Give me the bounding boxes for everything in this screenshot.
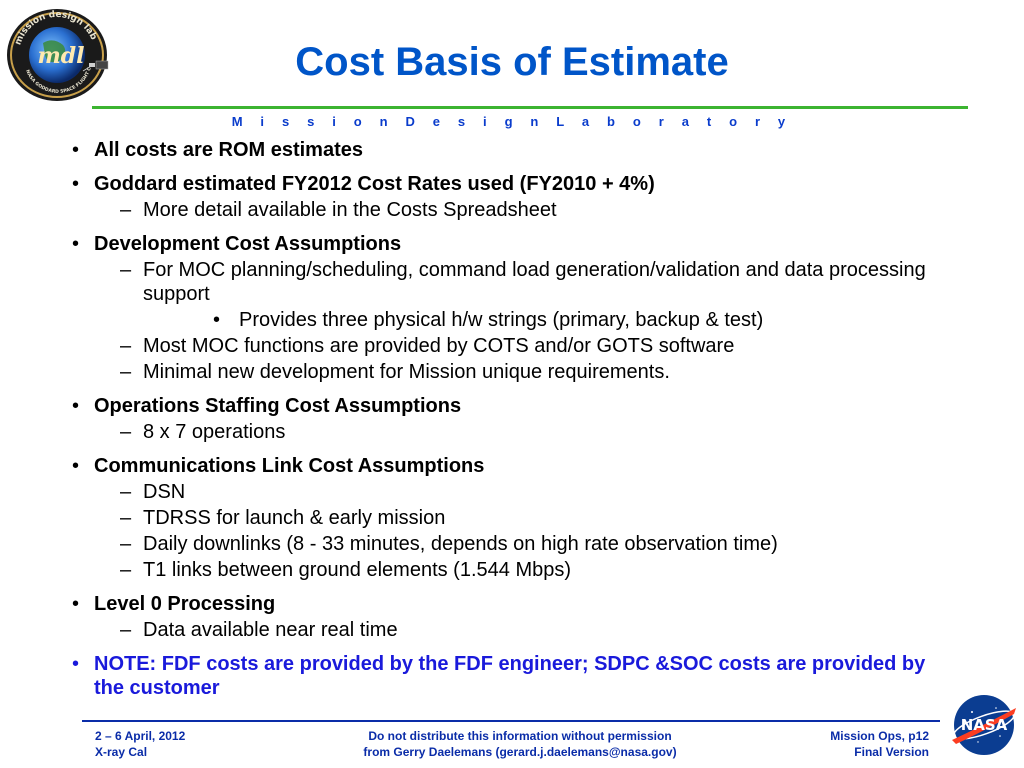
bullet-text: All costs are ROM estimates: [94, 139, 363, 161]
bullet-communications-link: Communications Link Cost Assumptions DSN…: [70, 454, 950, 582]
sub-sub-bullet-text: Provides three physical h/w strings (pri…: [239, 309, 764, 331]
footer-distribution-notice: Do not distribute this information witho…: [368, 729, 672, 743]
title-divider: [92, 106, 968, 109]
sub-bullet-text: T1 links between ground elements (1.544 …: [143, 559, 572, 581]
sub-bullet-text: Daily downlinks (8 - 33 minutes, depends…: [143, 533, 778, 555]
footer-project: X-ray Cal: [95, 745, 148, 759]
bullet-development-cost: Development Cost Assumptions For MOC pla…: [70, 232, 950, 384]
sub-bullet-text: More detail available in the Costs Sprea…: [143, 199, 557, 221]
footer-left: 2 – 6 April, 2012 X-ray Cal: [95, 728, 185, 760]
sub-bullet: TDRSS for launch & early mission: [94, 506, 950, 530]
lab-name: M i s s i o n D e s i g n L a b o r a t …: [231, 114, 793, 129]
sub-bullet-text: DSN: [143, 481, 186, 503]
bullet-list: All costs are ROM estimates Goddard esti…: [70, 138, 950, 700]
footer-contact: from Gerry Daelemans (gerard.j.daelemans…: [363, 745, 677, 759]
footer-center: Do not distribute this information witho…: [300, 728, 740, 760]
note-text: NOTE: FDF costs are provided by the FDF …: [94, 653, 926, 699]
slide-title: Cost Basis of Estimate: [295, 40, 729, 84]
bullet-operations-staffing: Operations Staffing Cost Assumptions 8 x…: [70, 394, 950, 444]
bullet-text: Goddard estimated FY2012 Cost Rates used…: [94, 173, 655, 195]
sub-sub-bullet: Provides three physical h/w strings (pri…: [143, 308, 950, 332]
nasa-wordmark: NASA: [961, 716, 1008, 734]
nasa-logo: NASA: [952, 695, 1016, 755]
mission-design-lab-logo: mdl mission design lab NASA GODDARD SPAC…: [3, 3, 109, 101]
footer-version: Final Version: [854, 745, 929, 759]
footer-right: Mission Ops, p12 Final Version: [830, 728, 929, 760]
mdl-letters: mdl: [37, 43, 84, 69]
bullet-text: Operations Staffing Cost Assumptions: [94, 395, 462, 417]
sub-bullet: T1 links between ground elements (1.544 …: [94, 558, 950, 582]
sub-bullet: 8 x 7 operations: [94, 420, 950, 444]
sub-bullet: For MOC planning/scheduling, command loa…: [94, 258, 950, 332]
sub-bullet-text: For MOC planning/scheduling, command loa…: [143, 259, 926, 305]
satellite-icon: [82, 60, 109, 72]
bullet-cost-rates: Goddard estimated FY2012 Cost Rates used…: [70, 172, 950, 222]
bullet-level0-processing: Level 0 Processing Data available near r…: [70, 592, 950, 642]
bullet-rom-estimates: All costs are ROM estimates: [70, 138, 950, 162]
bullet-note: NOTE: FDF costs are provided by the FDF …: [70, 652, 950, 700]
bullet-text: Development Cost Assumptions: [94, 233, 402, 255]
sub-bullet-text: TDRSS for launch & early mission: [143, 507, 446, 529]
bullet-text: Communications Link Cost Assumptions: [94, 455, 485, 477]
sub-bullet: DSN: [94, 480, 950, 504]
bullet-text: Level 0 Processing: [94, 593, 276, 615]
sub-bullet: Minimal new development for Mission uniq…: [94, 360, 950, 384]
footer-date: 2 – 6 April, 2012: [95, 729, 186, 743]
sub-bullet: More detail available in the Costs Sprea…: [94, 198, 950, 222]
footer-divider: [82, 720, 940, 722]
sub-bullet-text: Minimal new development for Mission uniq…: [143, 361, 670, 383]
sub-bullet: Daily downlinks (8 - 33 minutes, depends…: [94, 532, 950, 556]
sub-bullet: Data available near real time: [94, 618, 950, 642]
sub-bullet-text: Most MOC functions are provided by COTS …: [143, 335, 735, 357]
sub-bullet-text: Data available near real time: [143, 619, 398, 641]
sub-bullet: Most MOC functions are provided by COTS …: [94, 334, 950, 358]
footer-page: Mission Ops, p12: [830, 729, 929, 743]
sub-bullet-text: 8 x 7 operations: [143, 421, 286, 443]
